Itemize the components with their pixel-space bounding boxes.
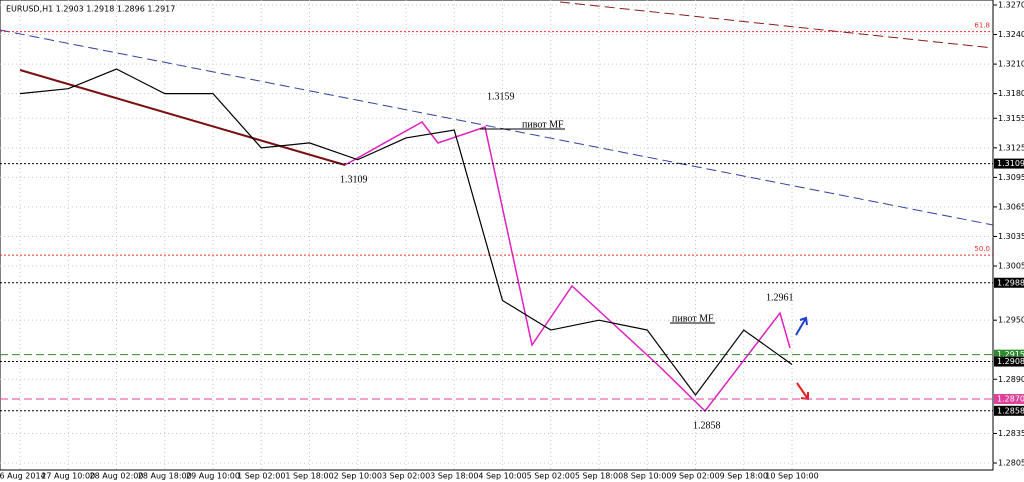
x-tick-label: 9 Sep 18:00 [720, 472, 768, 481]
x-tick-label: 3 Sep 02:00 [382, 472, 430, 481]
x-tick-label: 26 Aug 2014 [0, 472, 46, 481]
y-tick-label: 1.2805 [998, 459, 1024, 468]
price-tag [994, 405, 1024, 416]
price-tag-label: 1.2908 [997, 357, 1024, 366]
y-tick-label: 1.3210 [998, 60, 1024, 69]
up-arrow [795, 316, 808, 336]
x-tick-label: 5 Sep 02:00 [527, 472, 575, 481]
y-tick-label: 1.3005 [998, 262, 1024, 271]
trend-line [559, 1, 994, 49]
fib-label: 61.8 [974, 22, 990, 30]
price-tag-label: 1.2915 [997, 350, 1024, 359]
x-tick-label: 2 Sep 10:00 [334, 472, 382, 481]
trend-line [0, 29, 994, 226]
x-tick-label: 27 Aug 10:00 [41, 472, 95, 481]
chart-title: EURUSD,H1 1.2903 1.2918 1.2896 1.2917 [6, 5, 175, 14]
price-tag [994, 356, 1024, 367]
y-tick-label: 1.2950 [998, 316, 1024, 325]
x-tick-label: 5 Sep 18:00 [575, 472, 623, 481]
annotation: 1.2961 [766, 292, 794, 303]
price-tag [994, 393, 1024, 404]
x-tick-label: 1 Sep 18:00 [285, 472, 333, 481]
x-tick-label: 8 Sep 10:00 [623, 472, 671, 481]
y-tick-label: 1.3095 [998, 173, 1024, 182]
x-tick-label: 1 Sep 02:00 [237, 472, 285, 481]
x-tick-label: 10 Sep 10:00 [765, 472, 818, 481]
x-tick-label: 29 Aug 10:00 [186, 472, 240, 481]
price-tag-label: 1.2870 [997, 394, 1024, 403]
annotation: 1.3159 [487, 91, 515, 102]
price-tag [994, 158, 1024, 169]
y-tick-label: 1.3035 [998, 232, 1024, 241]
y-tick-label: 1.2890 [998, 375, 1024, 384]
y-tick-label: 1.3125 [998, 143, 1024, 152]
x-tick-label: 9 Sep 02:00 [671, 472, 719, 481]
x-tick-label: 28 Aug 18:00 [138, 472, 192, 481]
price-tag-label: 1.3109 [997, 159, 1024, 168]
x-tick-label: 3 Sep 18:00 [430, 472, 478, 481]
price-tag-label: 1.2858 [997, 406, 1024, 415]
y-tick-label: 1.3155 [998, 114, 1024, 123]
annotation: пивот MF [672, 313, 714, 324]
zigzag [344, 121, 791, 413]
price-tag-label: 1.2988 [997, 278, 1024, 287]
y-tick-label: 1.3065 [998, 202, 1024, 211]
x-tick-label: 4 Sep 10:00 [478, 472, 526, 481]
annotation: 1.2858 [693, 420, 721, 431]
y-tick-label: 1.3270 [998, 1, 1024, 10]
price-line [19, 68, 793, 397]
annotation: 1.3109 [340, 174, 368, 185]
price-tag [994, 277, 1024, 288]
y-tick-label: 1.3240 [998, 30, 1024, 39]
fib-label: 50.0 [974, 245, 990, 253]
x-tick-label: 28 Aug 02:00 [90, 472, 144, 481]
price-tag [994, 349, 1024, 360]
y-tick-label: 1.3180 [998, 89, 1024, 98]
y-tick-label: 1.2835 [998, 429, 1024, 438]
annotation: пивот MF [522, 119, 564, 130]
plot-frame [0, 0, 994, 471]
